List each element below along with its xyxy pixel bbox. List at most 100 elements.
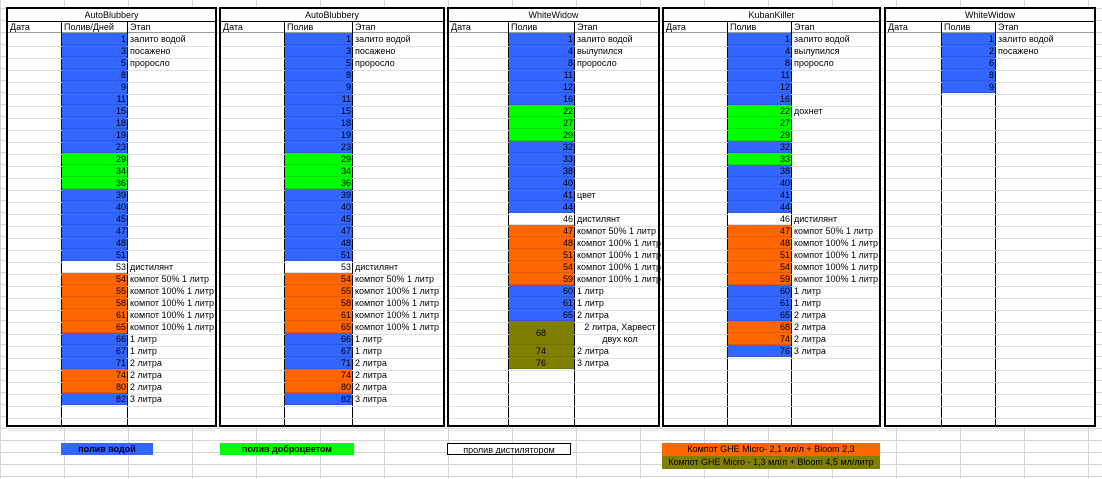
stage-cell[interactable]: 1 литр xyxy=(130,346,157,356)
stage-cell[interactable]: посажено xyxy=(355,46,396,56)
stage-cell[interactable]: компот 100% 1 литр xyxy=(130,310,214,320)
stage-cell[interactable]: 2 литра xyxy=(130,358,162,368)
stage-cell[interactable]: 2 литра xyxy=(130,382,162,392)
watering-day-cell[interactable]: 51 xyxy=(509,249,574,261)
stage-cell[interactable]: 3 литра xyxy=(577,358,609,368)
watering-day-cell[interactable]: 45 xyxy=(62,213,127,225)
watering-day-cell[interactable]: 9 xyxy=(942,81,995,93)
stage-cell[interactable]: компот 100% 1 литр xyxy=(130,322,214,332)
watering-day-cell[interactable]: 6 xyxy=(942,57,995,69)
watering-day-cell[interactable]: 53 xyxy=(285,261,352,273)
watering-day-cell[interactable]: 12 xyxy=(509,81,574,93)
stage-cell[interactable]: 2 литра xyxy=(355,358,387,368)
stage-cell[interactable]: компот 100% 1 литр xyxy=(355,286,439,296)
stage-cell[interactable]: 1 литр xyxy=(577,286,604,296)
watering-day-cell[interactable]: 65 xyxy=(62,321,127,333)
stage-cell[interactable]: проросло xyxy=(355,58,395,68)
column-header-stage[interactable]: Этап xyxy=(128,21,215,33)
watering-day-cell[interactable]: 33 xyxy=(728,153,791,165)
watering-day-cell[interactable]: 36 xyxy=(285,177,352,189)
watering-day-cell[interactable]: 51 xyxy=(728,249,791,261)
watering-day-cell[interactable]: 61 xyxy=(285,309,352,321)
watering-day-cell[interactable]: 3 xyxy=(62,45,127,57)
watering-day-cell[interactable]: 60 xyxy=(509,285,574,297)
stage-cell[interactable]: 1 литр xyxy=(355,346,382,356)
column-header-stage[interactable]: Этап xyxy=(792,21,879,33)
stage-cell[interactable]: цвет xyxy=(577,190,596,200)
watering-day-cell[interactable]: 34 xyxy=(62,165,127,177)
watering-day-cell[interactable]: 29 xyxy=(509,129,574,141)
watering-day-cell[interactable]: 5 xyxy=(285,57,352,69)
watering-day-cell[interactable]: 59 xyxy=(509,273,574,285)
stage-cell[interactable]: компот 100% 1 литр xyxy=(794,250,878,260)
watering-day-cell[interactable]: 11 xyxy=(728,69,791,81)
watering-day-cell[interactable]: 54 xyxy=(285,273,352,285)
watering-day-cell[interactable]: 48 xyxy=(285,237,352,249)
watering-day-cell[interactable]: 15 xyxy=(285,105,352,117)
watering-day-cell[interactable]: 51 xyxy=(285,249,352,261)
watering-day-cell[interactable]: 16 xyxy=(509,93,574,105)
column-header-date[interactable]: Дата xyxy=(664,21,728,33)
stage-cell[interactable]: посажено xyxy=(130,46,171,56)
watering-day-cell[interactable]: 53 xyxy=(62,261,127,273)
stage-cell[interactable]: 1 литр xyxy=(577,298,604,308)
stage-cell[interactable]: проросло xyxy=(577,58,617,68)
watering-day-cell[interactable]: 19 xyxy=(62,129,127,141)
watering-day-cell[interactable]: 3 xyxy=(285,45,352,57)
stage-cell[interactable]: 2 литра, Харвест двух кол xyxy=(584,322,656,344)
stage-cell[interactable]: залито водой xyxy=(998,34,1054,44)
watering-day-cell[interactable]: 23 xyxy=(62,141,127,153)
column-header-date[interactable]: Дата xyxy=(8,21,62,33)
watering-day-cell[interactable]: 29 xyxy=(728,129,791,141)
stage-cell[interactable]: 1 литр xyxy=(794,286,821,296)
stage-cell[interactable]: компот 50% 1 литр xyxy=(130,274,209,284)
watering-day-cell[interactable]: 74 xyxy=(509,345,574,357)
watering-day-cell[interactable]: 55 xyxy=(285,285,352,297)
watering-day-cell[interactable]: 54 xyxy=(728,261,791,273)
watering-day-cell[interactable]: 38 xyxy=(509,165,574,177)
stage-cell[interactable]: залито водой xyxy=(577,34,633,44)
watering-day-cell[interactable]: 1 xyxy=(942,33,995,45)
watering-day-cell[interactable]: 74 xyxy=(62,369,127,381)
watering-day-cell[interactable]: 4 xyxy=(509,45,574,57)
column-header-watering[interactable]: Полив xyxy=(728,21,792,33)
watering-day-cell[interactable]: 65 xyxy=(728,309,791,321)
watering-day-cell[interactable]: 1 xyxy=(285,33,352,45)
column-header-stage[interactable]: Этап xyxy=(575,21,658,33)
column-header-date[interactable]: Дата xyxy=(221,21,285,33)
watering-day-cell[interactable]: 71 xyxy=(285,357,352,369)
watering-day-cell[interactable]: 22 xyxy=(728,105,791,117)
watering-day-cell[interactable]: 11 xyxy=(62,93,127,105)
watering-day-cell[interactable]: 58 xyxy=(62,297,127,309)
stage-cell[interactable]: 1 литр xyxy=(355,334,382,344)
watering-day-cell[interactable]: 74 xyxy=(728,333,791,345)
stage-cell[interactable]: 2 литра xyxy=(794,322,826,332)
stage-cell[interactable]: 3 литра xyxy=(130,394,162,404)
stage-cell[interactable]: компот 100% 1 литр xyxy=(794,262,878,272)
stage-cell[interactable]: 2 литра xyxy=(130,370,162,380)
watering-day-cell[interactable]: 11 xyxy=(285,93,352,105)
watering-day-cell[interactable]: 46 xyxy=(509,213,574,225)
stage-cell[interactable]: 2 литра xyxy=(355,382,387,392)
stage-cell[interactable]: компот 50% 1 литр xyxy=(577,226,656,236)
stage-cell[interactable]: залито водой xyxy=(355,34,411,44)
watering-day-cell[interactable]: 46 xyxy=(728,213,791,225)
watering-day-cell[interactable]: 8 xyxy=(942,69,995,81)
watering-day-cell[interactable]: 39 xyxy=(285,189,352,201)
watering-day-cell[interactable]: 2 xyxy=(942,45,995,57)
watering-day-cell[interactable]: 29 xyxy=(62,153,127,165)
watering-day-cell[interactable]: 32 xyxy=(509,141,574,153)
watering-day-cell[interactable]: 58 xyxy=(285,297,352,309)
watering-day-cell[interactable]: 68 xyxy=(728,321,791,333)
watering-day-cell[interactable]: 32 xyxy=(728,141,791,153)
stage-cell[interactable]: дистилянт xyxy=(794,214,838,224)
stage-cell[interactable]: 2 литра xyxy=(794,310,826,320)
watering-day-cell[interactable]: 23 xyxy=(285,141,352,153)
watering-day-cell[interactable]: 61 xyxy=(62,309,127,321)
watering-day-cell[interactable]: 68 xyxy=(509,321,574,345)
watering-day-cell[interactable]: 54 xyxy=(509,261,574,273)
column-header-stage[interactable]: Этап xyxy=(353,21,443,33)
watering-day-cell[interactable]: 61 xyxy=(728,297,791,309)
watering-day-cell[interactable]: 8 xyxy=(62,69,127,81)
watering-day-cell[interactable]: 40 xyxy=(509,177,574,189)
